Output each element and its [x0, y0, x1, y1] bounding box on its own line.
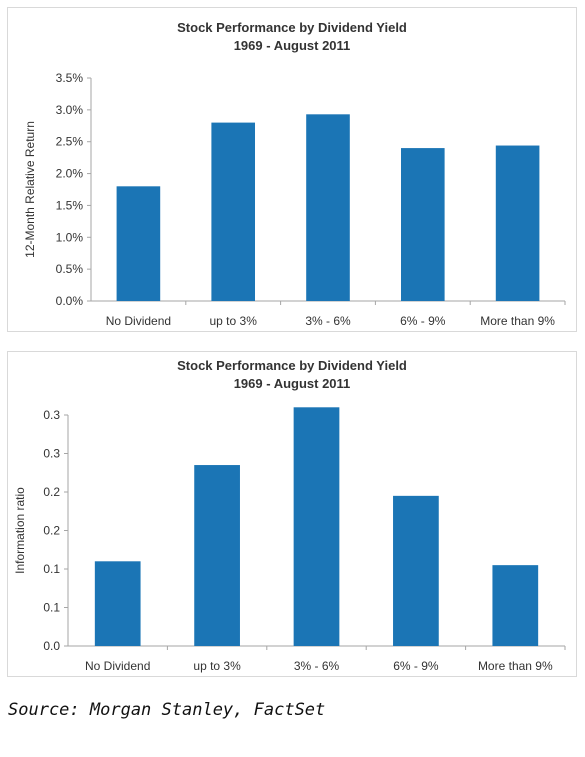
y-tick-label: 3.5% — [56, 71, 84, 85]
y-tick-label: 0.1 — [43, 601, 60, 615]
y-tick-label: 0.2 — [43, 524, 60, 538]
chart-panel-return: Stock Performance by Dividend Yield 1969… — [7, 7, 577, 332]
y-tick-label: 0.0% — [56, 294, 84, 308]
return-bar-chart: 0.0% 0.5% 1.0% 1.5% 2.0% 2.5% 3.0% 3.5% 12-Month… — [23, 71, 566, 328]
bar — [194, 465, 240, 646]
bar — [116, 186, 161, 301]
y-tick-label: 1.5% — [56, 198, 84, 212]
chart-title: Stock Performance by Dividend Yield — [177, 20, 407, 35]
bar — [400, 148, 445, 301]
y-tick-label: 2.5% — [56, 135, 84, 149]
x-tick-label: 6% - 9% — [400, 314, 446, 328]
y-axis-title: 12-Month Relative Return — [23, 121, 37, 258]
chart-subtitle: 1969 - August 2011 — [233, 38, 351, 53]
x-tick-label: up to 3% — [210, 314, 258, 328]
source-caption: Source: Morgan Stanley, FactSet — [8, 700, 326, 720]
bar — [393, 495, 439, 646]
x-tick-label: up to 3% — [193, 659, 241, 673]
chart-subtitle: 1969 - August 2011 — [233, 376, 351, 391]
x-tick-label: 6% - 9% — [393, 659, 439, 673]
bar — [306, 114, 350, 302]
y-tick-label: 0.3 — [43, 447, 60, 461]
chart-title: Stock Performance by Dividend Yield — [177, 358, 407, 373]
bar — [293, 407, 340, 646]
y-tick-label: 0.0 — [43, 639, 60, 653]
y-axis-title: Information ratio — [13, 487, 27, 574]
bar — [211, 122, 256, 301]
bar — [94, 561, 141, 646]
bar — [495, 145, 540, 301]
x-tick-label: No Dividend — [85, 659, 150, 673]
bar — [492, 565, 539, 646]
y-tick-label: 2.0% — [56, 167, 84, 181]
chart-panel-info-ratio: Stock Performance by Dividend Yield 1969… — [7, 351, 577, 677]
x-tick-label: More than 9% — [478, 659, 553, 673]
y-tick-label: 0.3 — [43, 408, 60, 422]
y-tick-label: 3.0% — [56, 103, 84, 117]
y-tick-label: 0.5% — [56, 262, 84, 276]
y-tick-label: 0.2 — [43, 485, 60, 499]
x-tick-label: More than 9% — [480, 314, 555, 328]
x-tick-label: No Dividend — [106, 314, 171, 328]
x-tick-label: 3% - 6% — [305, 314, 351, 328]
info-ratio-bar-chart: 0.0 0.1 0.1 0.2 0.2 0.3 0.3 Information ratio No… — [13, 407, 566, 673]
y-tick-label: 1.0% — [56, 230, 84, 244]
x-tick-label: 3% - 6% — [294, 659, 340, 673]
y-tick-label: 0.1 — [43, 562, 60, 576]
